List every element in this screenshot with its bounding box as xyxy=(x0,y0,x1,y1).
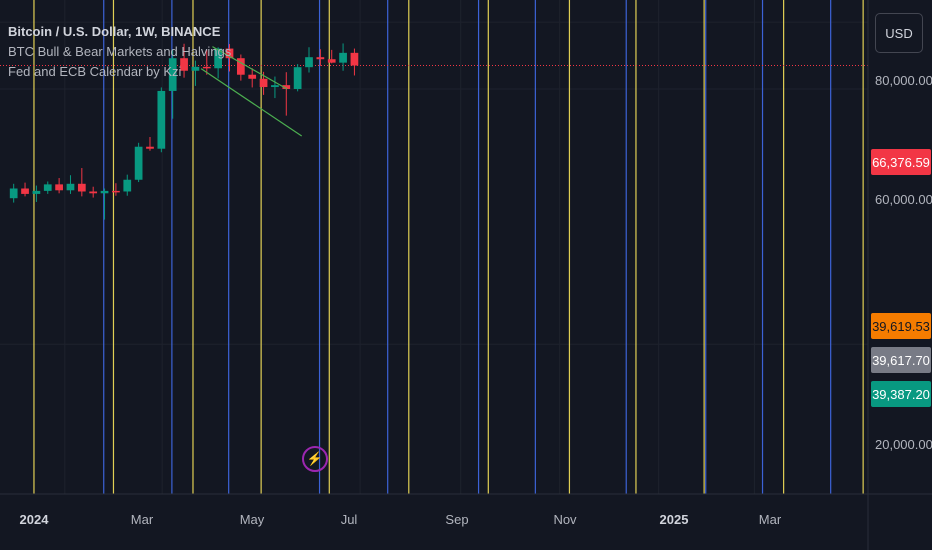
legend-indicator-halvings[interactable]: BTC Bull & Bear Markets and Halvings xyxy=(8,44,232,59)
candle-body xyxy=(350,52,359,66)
candle-body xyxy=(282,85,291,89)
candle-body xyxy=(134,146,143,180)
candle-body xyxy=(168,58,177,91)
candle-body xyxy=(339,52,347,63)
candle-body xyxy=(100,190,109,194)
candle-body xyxy=(202,66,211,69)
currency-button[interactable]: USD xyxy=(875,13,923,53)
price-label-teal: 39,387.20 xyxy=(871,381,931,407)
candle-body xyxy=(89,191,98,194)
candle-body xyxy=(271,85,279,88)
x-tick-label: 2025 xyxy=(659,512,689,527)
candle-body xyxy=(77,183,86,192)
candle-body xyxy=(191,66,200,71)
candle-body xyxy=(123,179,132,192)
candle-body xyxy=(21,188,29,194)
x-tick-label: Jul xyxy=(340,512,358,527)
candle-body xyxy=(43,184,52,191)
candle-body xyxy=(112,190,120,193)
candle-body xyxy=(66,183,75,191)
trendline xyxy=(212,46,288,90)
candle-body xyxy=(55,184,63,191)
y-tick-label: 80,000.00 xyxy=(875,73,932,88)
candle-body xyxy=(248,74,257,79)
price-label-gray: 39,617.70 xyxy=(871,347,931,373)
candle-body xyxy=(157,90,166,149)
candle-body xyxy=(180,58,188,71)
candle-body xyxy=(316,57,325,60)
candle-body xyxy=(259,78,268,88)
x-tick-label: Mar xyxy=(130,512,154,527)
legend-symbol[interactable]: Bitcoin / U.S. Dollar, 1W, BINANCE xyxy=(8,24,221,39)
x-tick-label: Mar xyxy=(758,512,782,527)
candle-body xyxy=(146,146,154,149)
candle-body xyxy=(305,57,313,68)
legend-indicator-fed-ecb[interactable]: Fed and ECB Calendar by Kzi xyxy=(8,64,182,79)
x-tick-label: Nov xyxy=(553,512,577,527)
candle-body xyxy=(327,59,336,63)
y-tick-label: 60,000.00 xyxy=(875,192,932,207)
candle-body xyxy=(32,190,41,194)
lightning-icon[interactable]: ⚡ xyxy=(302,446,328,472)
candle-body xyxy=(9,188,18,199)
trendline xyxy=(200,68,303,137)
x-tick-label: 2024 xyxy=(19,512,49,527)
candle-body xyxy=(293,67,302,89)
x-tick-label: May xyxy=(239,512,265,527)
candle-body xyxy=(214,48,222,69)
legend: Bitcoin / U.S. Dollar, 1W, BINANCE BTC B… xyxy=(8,22,231,82)
candle-body xyxy=(225,48,234,59)
current-price-label: 66,376.59 xyxy=(871,149,931,175)
y-tick-label: 20,000.00 xyxy=(875,437,932,452)
candle-body xyxy=(236,58,245,75)
x-tick-label: Sep xyxy=(445,512,469,527)
price-label-orange: 39,619.53 xyxy=(871,313,931,339)
